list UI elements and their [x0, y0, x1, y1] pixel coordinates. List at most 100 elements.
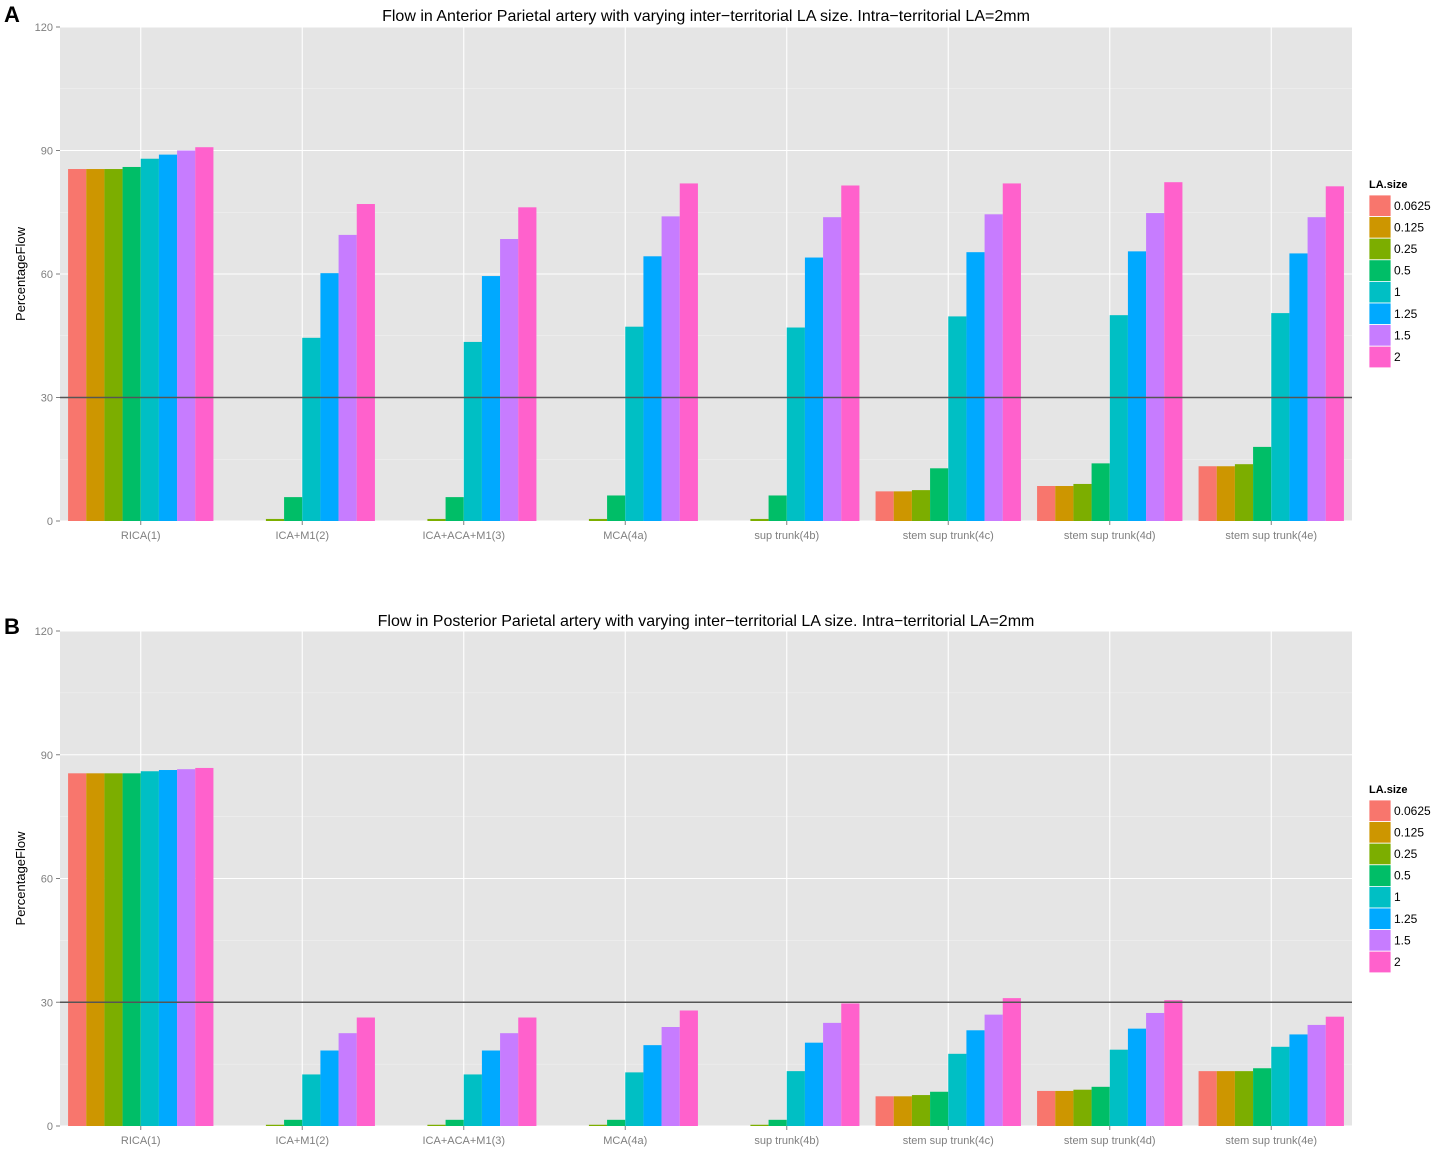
y-tick-label: 60: [41, 874, 53, 886]
bar: [1037, 1090, 1056, 1126]
legend-label: 0.5: [1394, 264, 1411, 278]
bar: [930, 468, 949, 521]
bar: [661, 216, 680, 521]
legend-label: 1.25: [1394, 307, 1418, 321]
bar: [481, 276, 501, 521]
legend-label: 1: [1394, 285, 1401, 299]
bar: [500, 239, 519, 521]
bar: [984, 1014, 1003, 1126]
legend-key: [1368, 821, 1392, 844]
bar: [356, 204, 375, 521]
bar: [1073, 1089, 1092, 1126]
bar: [625, 1072, 644, 1126]
chart-title: Flow in Posterior Parietal artery with v…: [378, 613, 1035, 630]
bar: [1091, 463, 1110, 521]
bar: [893, 491, 912, 521]
bar: [518, 1017, 537, 1126]
chart-title: Flow in Anterior Parietal artery with va…: [382, 8, 1030, 25]
y-tick-label: 60: [41, 269, 53, 281]
legend-key: [1368, 194, 1392, 218]
bar: [1271, 1046, 1290, 1126]
y-tick-label: 30: [41, 393, 53, 405]
bar: [875, 491, 894, 521]
bar: [768, 1119, 787, 1126]
bar: [1325, 1016, 1344, 1126]
bar: [86, 169, 105, 521]
chart-panel-a: A Flow in Anterior Parietal artery with v…: [4, 2, 1431, 542]
bar: [284, 497, 303, 521]
bar: [68, 773, 87, 1126]
y-tick-label: 0: [47, 1121, 53, 1133]
bar: [177, 769, 196, 1126]
legend-label: 0.25: [1394, 847, 1418, 861]
legend-label: 2: [1394, 955, 1401, 969]
panel-letter: A: [4, 2, 20, 27]
bar: [320, 1050, 339, 1126]
bar: [1289, 253, 1308, 521]
bar: [643, 256, 662, 521]
bar: [140, 771, 159, 1126]
legend-label: 0.0625: [1394, 199, 1431, 213]
bar: [1307, 1024, 1326, 1126]
bar: [750, 1124, 769, 1126]
bar: [158, 770, 178, 1126]
bar: [1216, 466, 1235, 521]
y-tick-label: 90: [41, 146, 53, 158]
y-axis-label: PercentageFlow: [13, 226, 28, 321]
bar: [140, 158, 159, 521]
bar: [1037, 486, 1056, 521]
x-tick-label: sup trunk(4b): [754, 1135, 819, 1147]
bar: [875, 1096, 894, 1126]
bar: [984, 214, 1003, 521]
bar: [823, 1022, 842, 1126]
legend-label: 1.5: [1394, 933, 1411, 947]
legend-key: [1368, 216, 1392, 239]
bar: [86, 773, 105, 1126]
legend-key: [1368, 842, 1392, 866]
bar: [1271, 313, 1290, 521]
bar: [1164, 1000, 1183, 1126]
bar: [104, 169, 123, 521]
bar: [625, 326, 644, 521]
legend-key: [1368, 324, 1392, 347]
bar: [1198, 466, 1217, 521]
y-tick-label: 120: [35, 22, 53, 34]
bar: [445, 497, 464, 521]
legend-key: [1368, 345, 1392, 369]
bar: [1002, 998, 1021, 1126]
bar: [1091, 1086, 1110, 1126]
x-tick-label: RICA(1): [121, 1135, 161, 1147]
legend-label: 1: [1394, 890, 1401, 904]
bar: [518, 207, 537, 521]
legend-title: LA.size: [1369, 179, 1408, 191]
bar: [104, 773, 123, 1126]
x-tick-label: RICA(1): [121, 530, 161, 542]
bar: [1289, 1034, 1308, 1126]
legend-label: 2: [1394, 350, 1401, 364]
bar: [607, 1119, 626, 1126]
bar: [1253, 1068, 1272, 1126]
bar: [1055, 486, 1074, 521]
bar: [445, 1119, 464, 1126]
legend-key: [1368, 886, 1392, 909]
bar: [804, 1042, 824, 1126]
bar: [661, 1027, 680, 1126]
bar: [68, 169, 87, 521]
bar: [804, 257, 824, 521]
panel-letter: B: [4, 614, 20, 639]
bar: [1146, 213, 1165, 521]
bar: [893, 1096, 912, 1126]
bar: [1109, 1049, 1128, 1126]
bar: [823, 217, 842, 521]
bar: [302, 1074, 321, 1126]
y-tick-label: 0: [47, 516, 53, 528]
bar: [588, 518, 608, 521]
bar: [786, 327, 805, 521]
bar: [841, 185, 860, 521]
legend-label: 1.5: [1394, 328, 1411, 342]
y-tick-label: 30: [41, 997, 53, 1009]
legend: LA.size 0.0625 0.125 0.25 0.5 1 1.25 1.5 2: [1368, 179, 1431, 369]
bar: [427, 518, 446, 521]
bar: [1216, 1071, 1235, 1126]
